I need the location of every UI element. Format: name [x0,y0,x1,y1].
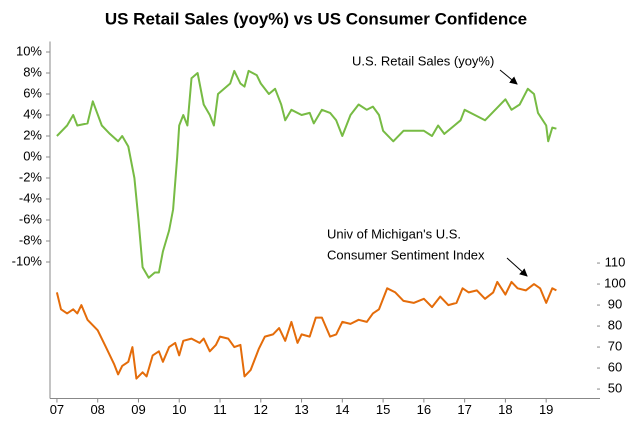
y-tick-label: -8% [19,232,43,247]
x-tick-label: 13 [294,402,308,417]
y2-tick-label: 90 [608,296,622,311]
y-tick-label: -4% [19,190,43,205]
y-tick-label: 4% [23,106,42,121]
x-tick-label: 15 [376,402,390,417]
x-tick-label: 08 [90,402,104,417]
x-tick-label: 18 [498,402,512,417]
y-tick-label: -10% [12,253,43,268]
x-tick-label: 14 [335,402,349,417]
x-tick-label: 10 [172,402,186,417]
y-tick-label: 6% [23,85,42,100]
y2-tick-label: 80 [608,317,622,332]
y2-tick-label: 60 [608,359,622,374]
series-line [56,69,557,279]
x-tick-label: 17 [457,402,471,417]
x-tick-label: 09 [131,402,145,417]
series-line [55,280,557,380]
y-tick-label: -2% [19,169,43,184]
x-tick-label: 12 [254,402,268,417]
annotation: Univ of Michigan's U.S. [327,226,461,241]
annotation: Consumer Sentiment Index [327,247,485,262]
x-tick-label: 19 [539,402,553,417]
x-tick-label: 16 [417,402,431,417]
x-tick-label: 07 [50,402,64,417]
y2-tick-label: 50 [608,380,622,395]
annotation-arrow [506,257,528,277]
annotation-arrow [499,69,518,85]
y-tick-label: 8% [23,64,42,79]
y-tick-label: 2% [23,127,42,142]
y-tick-label: -6% [19,211,43,226]
x-tick-label: 11 [213,402,227,417]
chart-title: US Retail Sales (yoy%) vs US Consumer Co… [105,9,527,28]
y2-tick-label: 100 [604,275,626,290]
annotation: U.S. Retail Sales (yoy%) [352,53,494,68]
y-tick-label: 10% [16,43,42,58]
y2-tick-label: 110 [605,254,626,269]
y2-tick-label: 70 [608,338,622,353]
y-tick-label: 0% [23,148,42,163]
